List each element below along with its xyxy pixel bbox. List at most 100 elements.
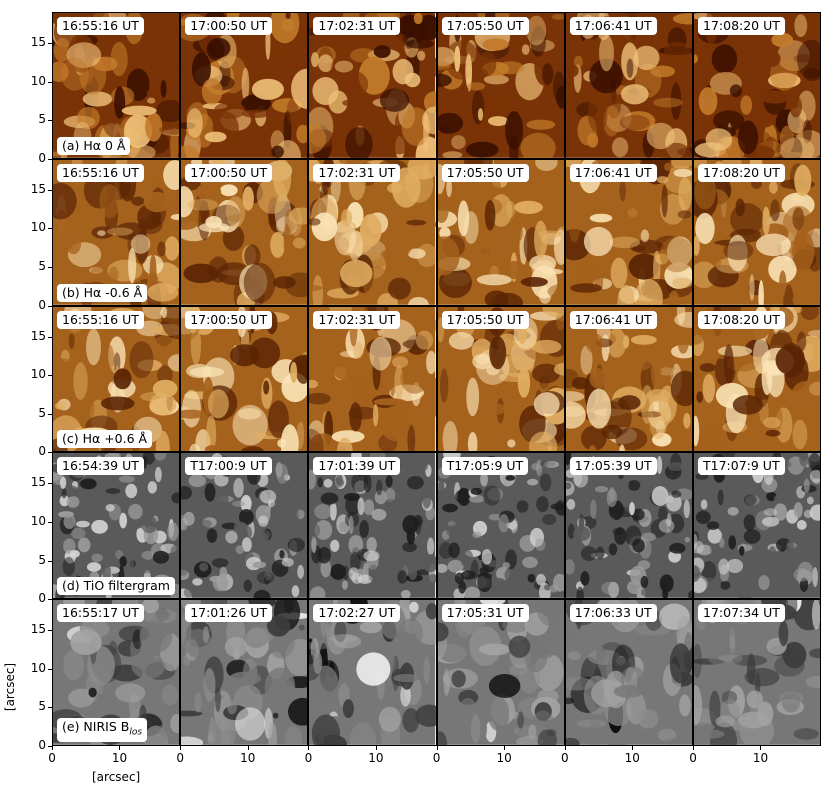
- x-tick-mark: [693, 746, 694, 750]
- y-tick-label: 0: [38, 297, 46, 312]
- image-texture: [53, 453, 180, 599]
- x-tick-mark: [436, 746, 438, 750]
- image-panel: 16:55:16 UT (a) Hα 0 Å: [52, 12, 181, 159]
- timestamp-label: 16:55:17 UT: [57, 604, 144, 623]
- x-tick-mark: [180, 746, 182, 750]
- image-panel: 17:02:31 UT: [308, 305, 437, 453]
- y-tick-label: 5: [38, 258, 46, 273]
- timestamp-label: 17:06:41 UT: [569, 163, 657, 182]
- panel-label: (e) NIRIS Blos: [57, 718, 148, 742]
- y-tick-mark: [48, 42, 52, 44]
- y-tick-label: 10: [30, 513, 46, 528]
- x-axis-label: [arcsec]: [92, 770, 141, 784]
- y-tick-mark: [48, 336, 52, 338]
- timestamp-label: 17:05:31 UT: [441, 604, 529, 623]
- y-tick-mark: [48, 707, 52, 709]
- timestamp-label: T17:05:9 UT: [441, 457, 529, 476]
- timestamp-label: T17:00:9 UT: [185, 457, 272, 476]
- image-panel: 17:08:20 UT: [693, 305, 822, 453]
- image-panel: 17:02:31 UT: [308, 12, 437, 159]
- timestamp-label: 17:00:50 UT: [185, 310, 273, 329]
- image-texture: [565, 306, 692, 452]
- image-panel: 17:05:50 UT: [436, 305, 565, 453]
- timestamp-label: 17:05:50 UT: [441, 17, 529, 35]
- image-texture: [181, 159, 308, 305]
- image-panel: T17:07:9 UT: [693, 452, 822, 600]
- image-panel: 17:05:39 UT: [564, 452, 693, 600]
- y-tick-label: 10: [30, 660, 46, 675]
- timestamp-label: 17:06:33 UT: [569, 604, 657, 623]
- x-tick-mark: [375, 746, 377, 750]
- timestamp-label: 17:08:20 UT: [698, 163, 785, 182]
- image-texture: [437, 600, 564, 745]
- image-texture: [309, 159, 436, 305]
- y-tick-label: 15: [30, 328, 46, 343]
- y-tick-mark: [48, 189, 52, 191]
- timestamp-label: 17:01:39 UT: [313, 457, 401, 476]
- image-texture: [694, 159, 821, 305]
- image-panel: 17:07:34 UT: [693, 599, 822, 746]
- image-texture: [181, 453, 308, 599]
- image-panel: 17:02:31 UT: [308, 158, 437, 306]
- x-tick-label: 10: [368, 751, 384, 765]
- timestamp-label: 16:55:16 UT: [57, 163, 144, 182]
- x-tick-label: 0: [432, 751, 441, 765]
- image-panel: 16:55:17 UT (e) NIRIS Blos: [52, 599, 181, 746]
- x-tick-label: 10: [624, 751, 640, 765]
- y-tick-mark: [48, 483, 52, 485]
- timestamp-label: 17:08:20 UT: [698, 310, 785, 329]
- x-tick-mark: [564, 746, 566, 750]
- image-panel: 17:00:50 UT: [180, 12, 309, 159]
- timestamp-label: 17:05:39 UT: [569, 457, 657, 476]
- timestamp-label: 17:06:41 UT: [569, 310, 657, 329]
- y-tick-label: 5: [38, 552, 46, 567]
- image-panel: T17:05:9 UT: [436, 452, 565, 600]
- image-texture: [694, 306, 821, 452]
- image-panel: 17:08:20 UT: [693, 12, 822, 159]
- image-texture: [181, 600, 308, 745]
- timestamp-label: 17:02:31 UT: [313, 17, 401, 35]
- y-tick-label: 0: [38, 591, 46, 606]
- y-tick-label: 5: [38, 112, 46, 127]
- y-tick-label: 15: [30, 34, 46, 49]
- y-tick-mark: [48, 120, 52, 122]
- y-tick-label: 15: [30, 475, 46, 490]
- y-tick-label: 0: [38, 150, 46, 165]
- y-tick-mark: [48, 560, 52, 562]
- y-tick-mark: [48, 599, 52, 601]
- y-tick-mark: [48, 668, 52, 670]
- y-tick-label: 15: [30, 622, 46, 637]
- x-tick-mark: [52, 746, 53, 750]
- y-tick-label: 10: [30, 220, 46, 235]
- x-tick-mark: [504, 746, 506, 750]
- y-tick-label: 10: [30, 367, 46, 382]
- timestamp-label: 17:05:50 UT: [441, 163, 529, 182]
- image-panel: 17:01:39 UT: [308, 452, 437, 600]
- timestamp-label: T17:07:9 UT: [698, 457, 785, 476]
- x-tick-label: 10: [111, 751, 128, 765]
- image-panel: 17:00:50 UT: [180, 305, 309, 453]
- y-tick-mark: [48, 746, 52, 747]
- timestamp-label: 17:00:50 UT: [185, 17, 273, 35]
- image-panel: 17:06:41 UT: [564, 12, 693, 159]
- image-panel: 17:05:31 UT: [436, 599, 565, 746]
- image-panel: 17:05:50 UT: [436, 158, 565, 306]
- panel-label: (c) Hα +0.6 Å: [57, 430, 153, 449]
- y-tick-label: 5: [38, 405, 46, 420]
- image-texture: [565, 453, 692, 599]
- image-texture: [694, 453, 821, 599]
- image-texture: [309, 453, 436, 599]
- image-panel: T17:00:9 UT: [180, 452, 309, 600]
- timestamp-label: 17:01:26 UT: [185, 604, 273, 623]
- y-tick-mark: [48, 81, 52, 83]
- y-tick-mark: [48, 158, 52, 160]
- x-tick-mark: [247, 746, 249, 750]
- timestamp-label: 17:08:20 UT: [698, 17, 785, 35]
- image-texture: [437, 159, 564, 305]
- x-tick-label: 0: [48, 751, 56, 765]
- image-panel: 17:06:41 UT: [564, 305, 693, 453]
- image-panel: 17:08:20 UT: [693, 158, 822, 306]
- timestamp-label: 16:54:39 UT: [57, 457, 144, 476]
- y-tick-mark: [48, 266, 52, 268]
